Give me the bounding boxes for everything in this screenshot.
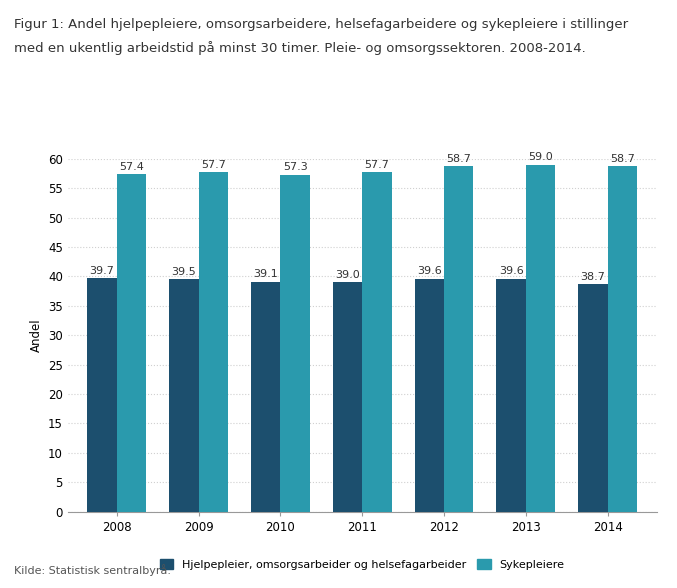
Bar [496, 279, 526, 512]
Text: 39.5: 39.5 [171, 267, 196, 277]
Text: 39.1: 39.1 [253, 269, 278, 279]
Bar [362, 172, 391, 512]
Bar [169, 279, 198, 512]
Bar [444, 166, 473, 512]
Text: 39.6: 39.6 [499, 266, 523, 276]
Bar [608, 166, 637, 512]
Text: 59.0: 59.0 [528, 152, 553, 162]
Text: 39.7: 39.7 [89, 266, 114, 276]
Text: 39.0: 39.0 [335, 270, 360, 280]
Bar [117, 174, 146, 512]
Text: Kilde: Statistisk sentralbyrå.: Kilde: Statistisk sentralbyrå. [14, 564, 171, 576]
Bar [578, 284, 608, 512]
Text: 58.7: 58.7 [446, 154, 471, 164]
Text: 57.3: 57.3 [283, 162, 307, 172]
Legend: Hjelpepleier, omsorgsarbeider og helsefagarbeider, Sykepleiere: Hjelpepleier, omsorgsarbeider og helsefa… [160, 559, 565, 570]
Text: Figur 1: Andel hjelpepleiere, omsorgsarbeidere, helsefagarbeidere og sykepleiere: Figur 1: Andel hjelpepleiere, omsorgsarb… [14, 18, 628, 31]
Y-axis label: Andel: Andel [29, 318, 43, 352]
Bar [198, 172, 228, 512]
Bar [333, 282, 362, 512]
Text: 38.7: 38.7 [580, 272, 605, 282]
Text: 39.6: 39.6 [417, 266, 441, 276]
Text: 57.7: 57.7 [364, 160, 389, 170]
Bar [414, 279, 444, 512]
Bar [251, 282, 280, 512]
Text: 57.4: 57.4 [119, 162, 144, 172]
Text: 58.7: 58.7 [610, 154, 635, 164]
Text: med en ukentlig arbeidstid på minst 30 timer. Pleie- og omsorgssektoren. 2008-20: med en ukentlig arbeidstid på minst 30 t… [14, 41, 586, 55]
Bar [526, 165, 555, 512]
Bar [280, 175, 310, 512]
Text: 57.7: 57.7 [201, 160, 225, 170]
Bar [87, 278, 117, 512]
